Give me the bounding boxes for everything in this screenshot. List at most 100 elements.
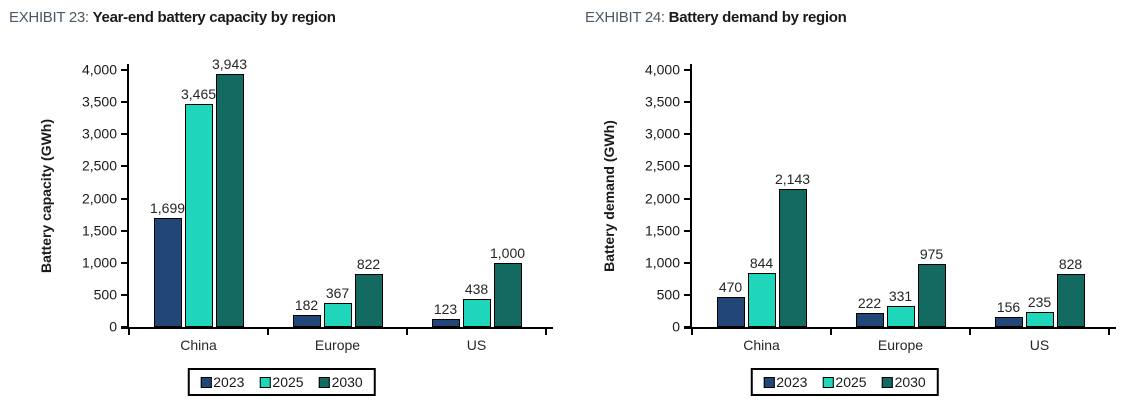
y-axis-tick — [121, 261, 127, 264]
y-tick-label: 2,500 — [644, 158, 680, 175]
y-axis-tick — [121, 101, 127, 104]
legend-swatch-2030 — [318, 376, 330, 388]
y-axis-tick — [121, 165, 127, 168]
x-axis-tick — [969, 329, 971, 335]
bar-2025-europe: 367 — [323, 285, 352, 327]
bar-2025-us: 235 — [1025, 294, 1054, 327]
y-axis-tick — [684, 326, 690, 328]
bar-value-label: 3,943 — [211, 55, 248, 72]
bar-value-label: 182 — [294, 297, 319, 314]
bar-value-label: 828 — [1058, 255, 1083, 272]
y-tick-label: 3,500 — [644, 93, 680, 110]
y-axis-tick — [121, 69, 127, 71]
exhibit-24-chart: EXHIBIT 24: Battery demand by region Bat… — [563, 0, 1126, 417]
x-axis-line — [121, 327, 553, 329]
bar-2025-europe: 331 — [886, 288, 915, 327]
legend-item-2030: 2030 — [318, 374, 363, 390]
legend-label-2025: 2025 — [835, 374, 867, 390]
bar-group-europe: 182 367 822 — [292, 256, 383, 327]
y-axis-tick — [121, 293, 127, 296]
legend-item-2023: 2023 — [763, 374, 807, 390]
x-axis-tick — [406, 329, 408, 335]
bar-group-europe: 222 331 975 — [855, 246, 946, 327]
y-tick-label: 4,000 — [81, 61, 117, 78]
legend-label-2030: 2030 — [331, 374, 363, 390]
y-tick-label: 0 — [672, 318, 680, 335]
y-axis-title: Battery capacity (GWh) — [38, 118, 54, 274]
y-axis-tick — [684, 101, 690, 104]
plot-area: 0 500 1,000 1,500 2,000 2,500 3,000 3,500 4,000 1… — [82, 56, 553, 353]
legend-label-2025: 2025 — [272, 374, 304, 390]
legend-item-2025: 2025 — [259, 374, 304, 390]
bar-2023-china: 470 — [716, 279, 745, 327]
y-tick-label: 3,000 — [644, 125, 680, 142]
chart-title-text: Year-end battery capacity by region — [92, 9, 336, 26]
y-tick-label: 500 — [656, 286, 680, 303]
category-label-us: US — [1029, 337, 1050, 353]
x-axis-tick — [545, 329, 547, 335]
x-axis-tick — [128, 329, 130, 335]
y-axis-line — [690, 64, 692, 329]
exhibit-number-label: EXHIBIT 24: — [585, 9, 665, 26]
chart-title: EXHIBIT 24: Battery demand by region — [585, 9, 847, 26]
y-axis-tick — [684, 261, 690, 264]
bar-value-label: 3,465 — [180, 86, 217, 103]
y-tick-label: 1,500 — [81, 222, 117, 239]
bar-2030-europe: 975 — [917, 246, 946, 327]
x-axis-tick — [1108, 329, 1110, 335]
bar-2023-china: 1,699 — [150, 200, 185, 327]
bar-value-label: 156 — [996, 298, 1021, 315]
chart-title: EXHIBIT 23: Year-end battery capacity by… — [9, 9, 336, 26]
x-axis-tick — [267, 329, 269, 335]
bar-value-label: 123 — [433, 301, 458, 318]
legend-item-2030: 2030 — [881, 374, 926, 390]
bar-value-label: 367 — [325, 285, 350, 302]
bar-2030-china: 2,143 — [775, 171, 810, 327]
y-tick-label: 2,000 — [644, 190, 680, 207]
category-label-china: China — [180, 337, 217, 353]
legend-label-2023: 2023 — [776, 374, 808, 390]
chart-title-text: Battery demand by region — [668, 9, 847, 26]
legend-swatch-2023 — [200, 376, 212, 388]
bar-group-china: 1,699 3,465 3,943 — [150, 56, 247, 327]
x-axis-line — [684, 327, 1116, 329]
legend-swatch-2030 — [881, 376, 893, 388]
y-tick-label: 500 — [93, 286, 117, 303]
y-tick-label: 0 — [109, 318, 117, 335]
category-label-us: US — [466, 337, 487, 353]
y-axis-tick — [121, 326, 127, 328]
y-axis-tick — [684, 69, 690, 71]
legend: 2023 2025 2030 — [187, 368, 376, 396]
bar-2025-china: 3,465 — [181, 86, 216, 327]
legend-swatch-2023 — [763, 376, 775, 388]
bar-value-label: 822 — [356, 256, 381, 273]
bar-2030-us: 1,000 — [490, 245, 525, 327]
y-axis-tick — [684, 293, 690, 296]
y-axis-line — [127, 64, 129, 329]
y-axis-tick — [121, 229, 127, 232]
bar-value-label: 1,000 — [489, 244, 526, 261]
category-label-china: China — [743, 337, 780, 353]
bar-2030-europe: 822 — [354, 256, 383, 327]
bar-2030-us: 828 — [1056, 256, 1085, 327]
exhibit-number-label: EXHIBIT 23: — [9, 9, 89, 26]
bar-group-us: 156 235 828 — [994, 256, 1085, 327]
y-axis-tick — [121, 197, 127, 200]
bar-value-label: 844 — [749, 254, 774, 271]
bar-value-label: 331 — [888, 287, 913, 304]
bar-2023-europe: 222 — [855, 295, 884, 327]
bar-2023-europe: 182 — [292, 297, 321, 327]
plot-area: 0 500 1,000 1,500 2,000 2,500 3,000 3,500 4,000 4… — [645, 62, 1116, 353]
bar-value-label: 235 — [1027, 293, 1052, 310]
x-axis-tick — [691, 329, 693, 335]
bar-2030-china: 3,943 — [212, 56, 247, 327]
y-tick-label: 3,000 — [81, 125, 117, 142]
bar-value-label: 1,699 — [149, 199, 186, 216]
legend-label-2030: 2030 — [894, 374, 926, 390]
bar-value-label: 470 — [718, 278, 743, 295]
bar-value-label: 438 — [464, 280, 489, 297]
legend-item-2025: 2025 — [822, 374, 867, 390]
category-label-europe: Europe — [314, 337, 361, 353]
y-tick-label: 1,000 — [81, 254, 117, 271]
bar-value-label: 975 — [919, 246, 944, 263]
